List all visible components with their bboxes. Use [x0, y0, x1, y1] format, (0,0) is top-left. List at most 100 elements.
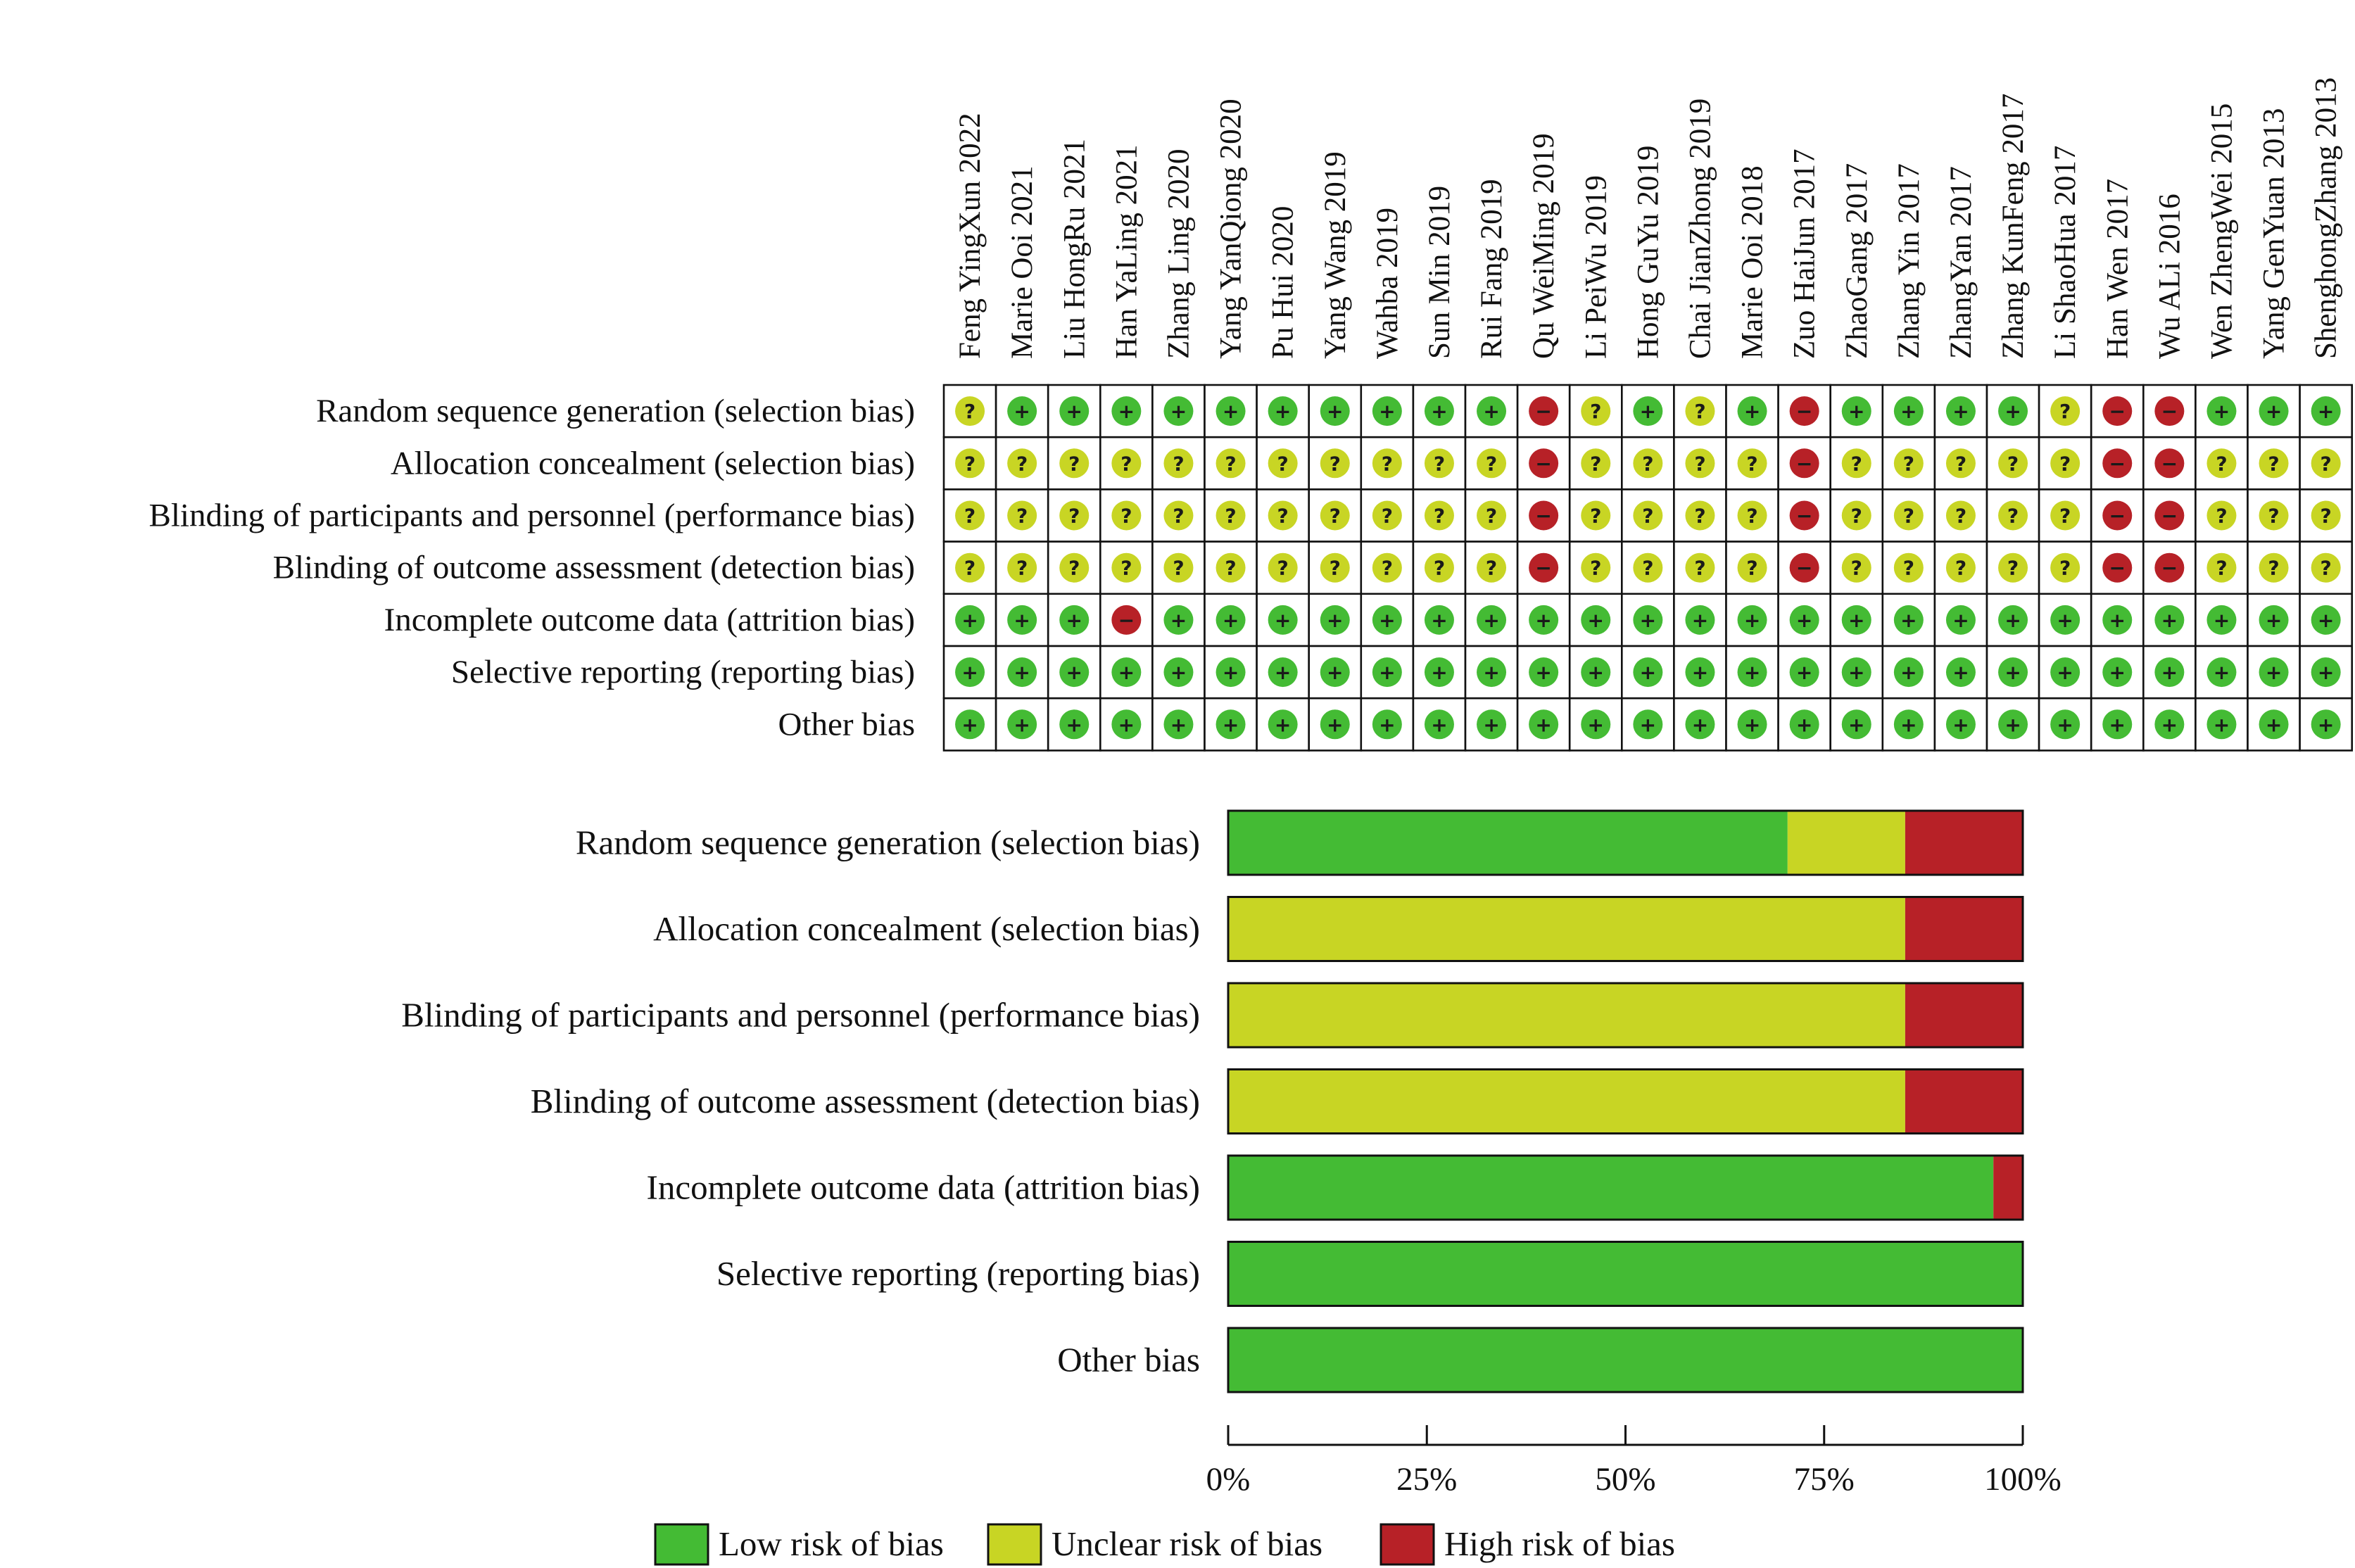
judgement-cell: +	[1777, 697, 1832, 752]
judgement-cell: ?	[1829, 436, 1884, 491]
low-risk-dot	[2206, 605, 2237, 635]
bar-outline	[1227, 1327, 2024, 1393]
study-label: Zhang Ling 2020	[1162, 148, 1195, 359]
judgement-cell: ?	[1621, 488, 1675, 543]
unclear-risk-symbol: ?	[1851, 505, 1862, 528]
unclear-risk-dot	[1581, 552, 1611, 583]
unclear-risk-symbol: ?	[1486, 557, 1497, 580]
judgement-cell: +	[1308, 593, 1363, 647]
unclear-risk-symbol: ?	[1851, 452, 1862, 475]
low-risk-symbol: +	[1848, 400, 1864, 423]
judgement-cell: +	[1829, 697, 1884, 752]
unclear-risk-dot	[1216, 552, 1246, 583]
low-risk-symbol: +	[1327, 713, 1343, 736]
bar-segment-high-random-sequence-generation-selection-bias	[1905, 811, 2023, 875]
judgement-cell: +	[1673, 697, 1727, 752]
judgement-cell: +	[1099, 384, 1154, 438]
unclear-risk-symbol: ?	[1694, 452, 1705, 475]
unclear-risk-symbol: ?	[1330, 505, 1341, 528]
low-risk-dot	[955, 709, 985, 740]
bar-outline	[1227, 896, 2024, 962]
judgement-cell: ?	[1829, 488, 1884, 543]
unclear-risk-dot	[1320, 500, 1350, 531]
unclear-risk-dot	[1268, 500, 1298, 531]
judgement-cell: +	[2090, 645, 2145, 700]
study-label: Sun Min 2019	[1423, 186, 1456, 359]
judgement-cell: ?	[1204, 488, 1258, 543]
unclear-risk-symbol: ?	[1955, 452, 1966, 475]
low-risk-symbol: +	[2109, 609, 2126, 632]
unclear-risk-dot	[955, 448, 985, 479]
judgement-cell: +	[1256, 697, 1310, 752]
low-risk-dot	[1216, 605, 1246, 635]
low-risk-dot	[1216, 709, 1246, 740]
judgement-cell: +	[1204, 593, 1258, 647]
low-risk-symbol: +	[961, 609, 978, 632]
low-risk-dot	[1424, 605, 1454, 635]
judgement-cell: −	[1516, 540, 1571, 595]
low-risk-symbol: +	[2057, 713, 2073, 736]
unclear-risk-symbol: ?	[1590, 557, 1601, 580]
low-risk-symbol: +	[1744, 713, 1760, 736]
unclear-risk-symbol: ?	[1382, 452, 1393, 475]
low-risk-dot	[2102, 605, 2133, 635]
cell-border	[2195, 540, 2249, 595]
low-risk-symbol: +	[1744, 400, 1760, 423]
low-risk-symbol: +	[1900, 609, 1917, 632]
unclear-risk-symbol: ?	[1225, 557, 1236, 580]
judgement-cell: +	[995, 697, 1049, 752]
unclear-risk-dot	[1424, 500, 1454, 531]
unclear-risk-dot	[2050, 396, 2081, 426]
unclear-risk-dot	[1581, 396, 1611, 426]
unclear-risk-dot	[1633, 552, 1663, 583]
study-label: Feng YingXun 2022	[954, 113, 987, 359]
unclear-risk-symbol: ?	[1173, 505, 1184, 528]
judgement-cell: ?	[1568, 384, 1623, 438]
study-label: Li ShaoHua 2017	[2049, 146, 2082, 359]
low-risk-dot	[1685, 605, 1715, 635]
judgement-cell: −	[2090, 384, 2145, 438]
unclear-risk-dot	[1372, 448, 1402, 479]
judgement-cell: ?	[1047, 488, 1101, 543]
low-risk-dot	[1059, 709, 1090, 740]
unclear-risk-dot	[1268, 448, 1298, 479]
judgement-cell: +	[2142, 697, 2197, 752]
judgement-cell: +	[1881, 645, 1936, 700]
low-risk-dot	[2259, 396, 2289, 426]
low-risk-symbol: +	[1066, 400, 1082, 423]
unclear-risk-dot	[1372, 552, 1402, 583]
judgement-cell: +	[1829, 593, 1884, 647]
bar-outline	[1227, 809, 2024, 876]
unclear-risk-dot	[2206, 448, 2237, 479]
low-risk-symbol: +	[1066, 609, 1082, 632]
unclear-risk-symbol: ?	[1225, 452, 1236, 475]
judgement-cell: ?	[2038, 540, 2092, 595]
study-label: Qu WeiMing 2019	[1527, 133, 1560, 359]
judgement-cell: ?	[995, 540, 1049, 595]
unclear-risk-symbol: ?	[1277, 505, 1289, 528]
low-risk-dot	[1320, 605, 1350, 635]
low-risk-dot	[2050, 657, 2081, 688]
low-risk-dot	[1893, 709, 1924, 740]
high-risk-symbol: −	[1796, 505, 1812, 528]
unclear-risk-symbol: ?	[1590, 400, 1601, 423]
judgement-cell: +	[1933, 384, 1988, 438]
low-risk-dot	[1633, 605, 1663, 635]
judgement-cell: ?	[1099, 436, 1154, 491]
high-risk-symbol: −	[1796, 557, 1812, 580]
bar-outline	[1227, 1154, 2024, 1221]
judgement-cell: +	[1204, 645, 1258, 700]
judgement-cell: +	[1464, 697, 1519, 752]
low-risk-symbol: +	[1744, 609, 1760, 632]
judgement-cell: ?	[1256, 540, 1310, 595]
low-risk-symbol: +	[1692, 713, 1708, 736]
high-risk-dot	[2102, 500, 2133, 531]
high-risk-symbol: −	[2161, 400, 2178, 423]
unclear-risk-symbol: ?	[1382, 505, 1393, 528]
unclear-risk-symbol: ?	[1434, 452, 1445, 475]
judgement-cell: +	[1151, 384, 1206, 438]
judgement-cell: +	[2247, 384, 2301, 438]
study-label: Wen ZhengWei 2015	[2205, 103, 2238, 359]
judgement-cell: +	[1881, 697, 1936, 752]
low-risk-symbol: +	[1535, 661, 1551, 684]
